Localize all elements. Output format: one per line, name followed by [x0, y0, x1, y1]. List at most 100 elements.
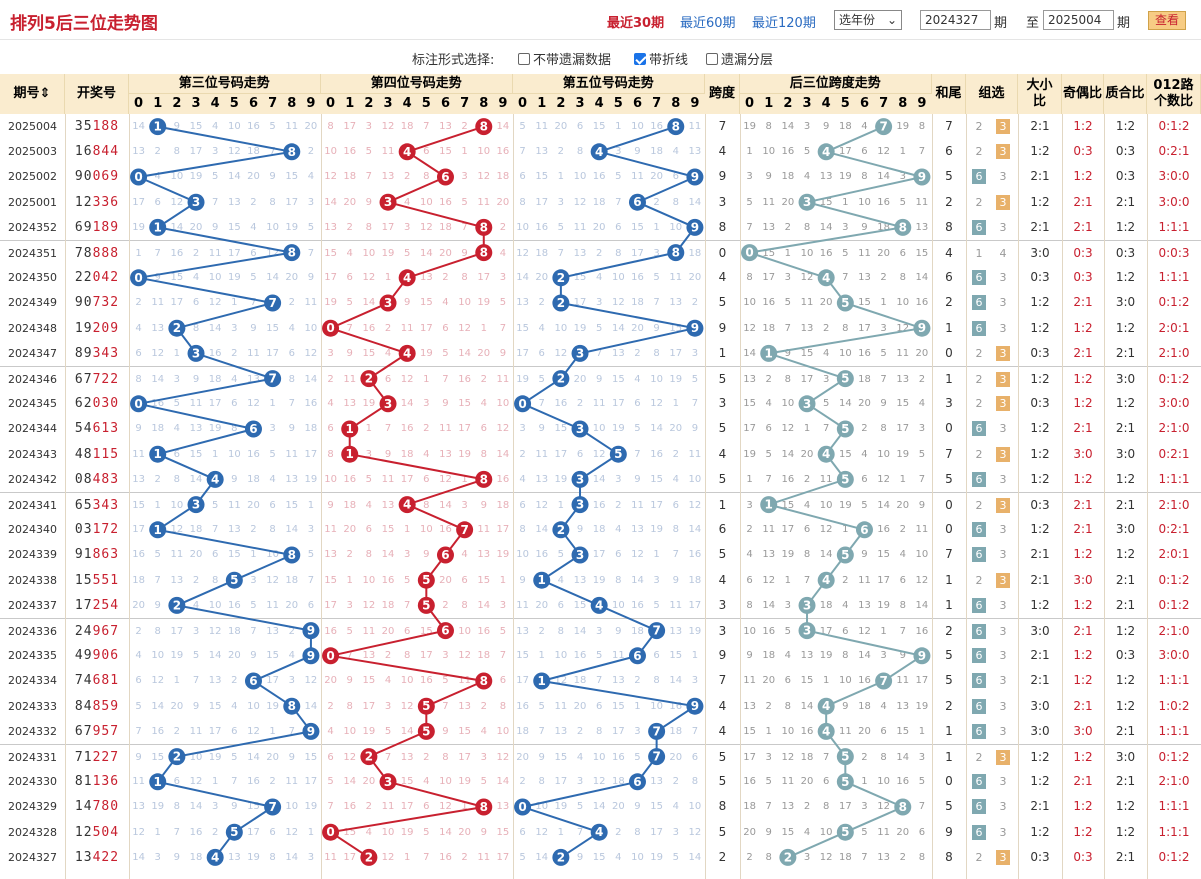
miss-value: 6 — [653, 650, 660, 662]
query-button[interactable]: 查看 — [1148, 11, 1186, 30]
miss-value: 4 — [538, 322, 545, 334]
miss-value: 2 — [595, 248, 603, 259]
miss-value: 11 — [781, 776, 795, 788]
miss-value: 17 — [381, 221, 395, 233]
miss-value: 4 — [403, 196, 411, 208]
svg-text:9: 9 — [691, 321, 699, 335]
miss-value: 8 — [461, 272, 468, 284]
miss-value: 16 — [343, 146, 357, 158]
top-bar: 排列5后三位走势图 最近30期 最近60期 最近120期 选年份 ⌄ 202432… — [0, 0, 1201, 40]
table-row: 2024347 89343 6 12 1 16 2 11 17 6 12 3 9 15 4 19 5 14 20 9 1… — [0, 341, 1201, 366]
sp-ball: 5 — [836, 470, 854, 488]
miss-value: 1 — [861, 776, 868, 788]
digit-header: 5 — [608, 94, 628, 114]
table-row: 2024352 69189 19 14 20 9 15 4 10 19 5 13 2 8 17 3 12 18 7 2… — [0, 215, 1201, 240]
route012-value: 2:1:0 — [1158, 421, 1190, 436]
miss-value: 14 — [877, 500, 890, 511]
primecomp-value: 3:0 — [1115, 522, 1136, 537]
checkbox-icon[interactable] — [518, 53, 530, 65]
digit-header: 1 — [148, 94, 168, 114]
miss-value: 9 — [403, 297, 411, 309]
range-30-link[interactable]: 最近30期 — [607, 16, 665, 31]
miss-value: 15 — [573, 272, 587, 284]
from-period-input[interactable]: 2024327 — [920, 10, 991, 30]
miss-value: 8 — [499, 700, 507, 712]
option-polyline[interactable]: 带折线 — [634, 49, 688, 68]
d3-ball: 0 — [130, 168, 148, 186]
svg-text:3: 3 — [192, 195, 200, 209]
d5-ball: 7 — [648, 748, 666, 766]
sp-ball: 4 — [817, 143, 835, 161]
checkbox-checked-icon[interactable] — [634, 53, 646, 65]
svg-text:9: 9 — [307, 624, 315, 638]
to-period-input[interactable]: 2025004 — [1043, 10, 1114, 30]
span-value: 8 — [718, 219, 727, 234]
digit-header: 3 — [186, 94, 206, 114]
sp-ball: 8 — [894, 798, 912, 816]
svg-text:4: 4 — [822, 724, 830, 738]
miss-value: 18 — [247, 146, 260, 158]
miss-value: 2 — [576, 725, 584, 737]
miss-value: 4 — [231, 700, 238, 712]
miss-value: 19 — [877, 599, 890, 611]
miss-value: 5 — [519, 851, 526, 863]
miss-value: 2 — [499, 221, 507, 233]
span-value: 5 — [718, 421, 727, 436]
group6-cell: 6 — [972, 522, 986, 538]
miss-value: 8 — [822, 801, 830, 813]
year-select[interactable]: 选年份 ⌄ — [834, 10, 902, 30]
miss-value: 20 — [858, 398, 871, 410]
options-bar: 标注形式选择: 不带遗漏数据 带折线 遗漏分层 — [0, 44, 1201, 70]
primecomp-value: 3:0 — [1115, 295, 1136, 310]
option-layered[interactable]: 遗漏分层 — [706, 49, 773, 68]
d5-ball: 6 — [628, 647, 646, 665]
draw-number: 48115 — [74, 446, 120, 462]
miss-value: 5 — [634, 423, 641, 435]
miss-value: 10 — [743, 297, 756, 309]
svg-text:3: 3 — [384, 397, 392, 411]
group3-cell: 3 — [996, 849, 1010, 865]
miss-value: 19 — [896, 448, 910, 460]
range-60-link[interactable]: 最近60期 — [680, 16, 736, 31]
digit-header: 6 — [854, 94, 875, 114]
miss-value: 14 — [151, 374, 165, 385]
miss-value: 8 — [842, 322, 849, 334]
miss-value: 13 — [170, 574, 184, 586]
checkbox-icon[interactable] — [706, 53, 718, 65]
miss-value: 19 — [227, 272, 241, 284]
option-no-miss[interactable]: 不带遗漏数据 — [518, 49, 611, 68]
miss-value: 3 — [211, 801, 219, 813]
digit-header: 4 — [205, 94, 225, 114]
miss-value: 17 — [170, 626, 184, 637]
miss-value: 2 — [231, 347, 238, 359]
miss-value: 9 — [154, 599, 161, 611]
miss-value: 16 — [419, 675, 433, 687]
miss-value: 15 — [477, 574, 491, 586]
group3-cell: 3 — [996, 750, 1010, 765]
miss-value: 7 — [250, 297, 257, 309]
sumtail-value: 2 — [945, 295, 953, 310]
miss-value: 6 — [327, 423, 334, 435]
header-primecomp: 质合比 — [1104, 74, 1147, 114]
primecomp-value: 0:3 — [1115, 169, 1136, 184]
miss-value: 10 — [324, 473, 337, 485]
option-label: 不带遗漏数据 — [533, 53, 612, 68]
miss-value: 16 — [896, 776, 910, 788]
svg-text:5: 5 — [230, 573, 238, 587]
miss-value: 7 — [615, 196, 622, 208]
group3-cell: 3 — [999, 548, 1007, 562]
oddeven-value: 2:1 — [1073, 421, 1093, 436]
d4-ball: 2 — [360, 370, 378, 388]
range-120-link[interactable]: 最近120期 — [752, 16, 816, 31]
miss-value: 17 — [743, 423, 756, 435]
miss-value: 2 — [615, 500, 622, 511]
miss-value: 5 — [365, 473, 373, 485]
miss-value: 1 — [822, 675, 830, 687]
miss-value: 2 — [173, 725, 181, 737]
miss-value: 17 — [458, 423, 471, 435]
miss-value: 15 — [554, 752, 568, 763]
svg-text:7: 7 — [652, 724, 660, 738]
digit-header: 5 — [224, 94, 244, 114]
primecomp-value: 1:2 — [1115, 624, 1136, 638]
miss-value: 14 — [858, 650, 871, 662]
